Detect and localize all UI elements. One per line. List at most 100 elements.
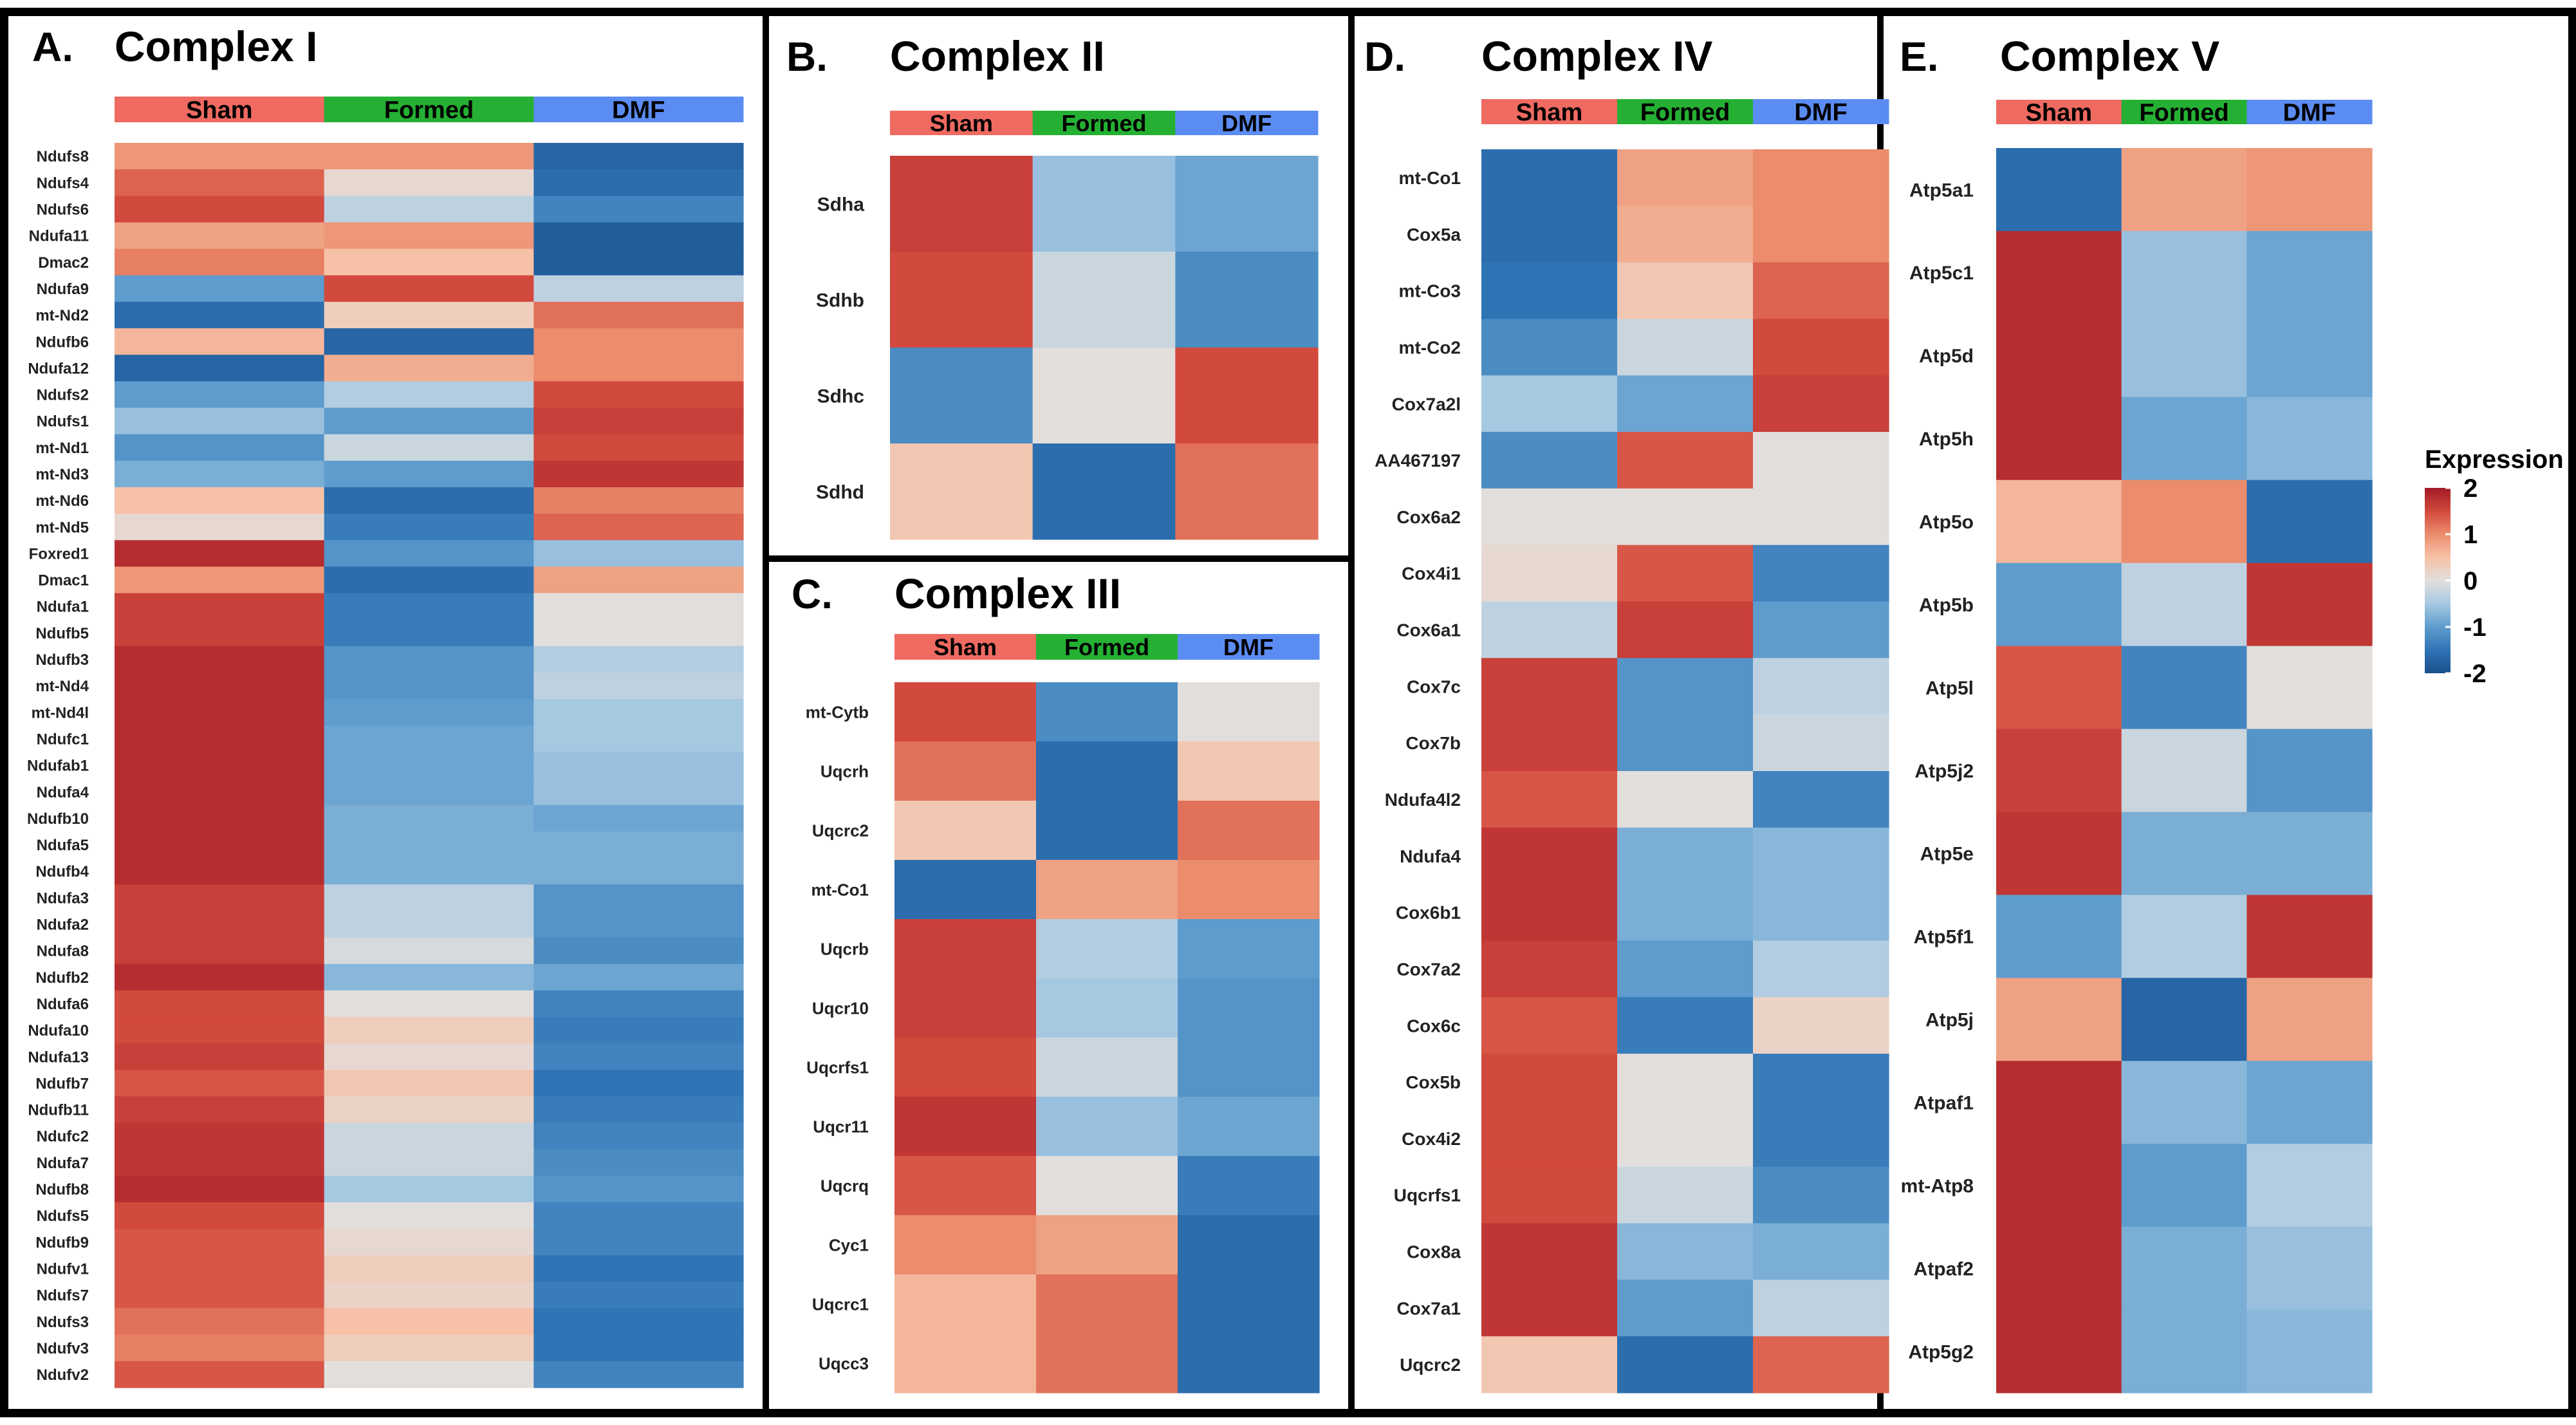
heatmap-cell (1996, 313, 2122, 398)
heatmap-cell (533, 1334, 744, 1362)
heatmap-cell (324, 725, 534, 753)
row-label: Cox6c (1407, 1016, 1461, 1036)
row-label: Cox6b1 (1396, 903, 1461, 923)
heatmap-cell (1036, 1334, 1178, 1393)
heatmap-cell (2121, 978, 2247, 1061)
heatmap-cell (1481, 884, 1618, 942)
heatmap-cell (533, 1070, 744, 1097)
heatmap-cell (2247, 563, 2373, 647)
legend-tick-label: 1 (2463, 521, 2478, 549)
heatmap-cell (1753, 827, 1889, 885)
heatmap-cell (1481, 827, 1618, 885)
heatmap-cell (894, 860, 1037, 920)
heatmap-cell (1032, 443, 1176, 540)
group-header-label: Formed (384, 97, 474, 124)
row-label: Ndufb2 (35, 969, 89, 987)
heatmap-cell (1753, 375, 1889, 433)
row-label: Ndufc2 (37, 1128, 89, 1146)
row-label: Ndufs8 (37, 148, 89, 165)
row-label: Cox7a1 (1396, 1298, 1461, 1318)
heatmap-cell (2247, 812, 2373, 895)
heatmap-cell (1753, 262, 1889, 320)
heatmap-cell (1753, 205, 1889, 263)
group-header-label: DMF (1223, 634, 1274, 660)
row-label: Sdhc (817, 386, 864, 407)
heatmap-cell (1753, 545, 1889, 602)
heatmap-cell (1753, 714, 1889, 772)
heatmap-cell (2121, 1227, 2247, 1310)
row-label: Atp5j (1925, 1010, 1974, 1031)
heatmap-cell (533, 169, 744, 196)
row-label: Sdha (817, 194, 865, 215)
heatmap-cell (894, 1215, 1037, 1275)
group-header-bar (2121, 100, 2247, 124)
group-header-bar (1175, 111, 1319, 135)
heatmap-cell (1175, 252, 1319, 348)
heatmap-cell (2121, 729, 2247, 813)
heatmap-cell (890, 156, 1033, 252)
row-label: Atp5d (1919, 346, 1974, 367)
row-label: AA467197 (1375, 451, 1461, 470)
heatmap-cell (2247, 396, 2373, 481)
heatmap-cell (115, 831, 325, 859)
heatmap-cell (533, 460, 744, 488)
panel-letter: B. (786, 33, 828, 80)
row-label: Atp5a1 (1909, 180, 1974, 201)
heatmap-cell (1753, 601, 1889, 658)
heatmap-cell (1996, 396, 2122, 481)
heatmap-cell (2247, 729, 2373, 813)
heatmap-cell (324, 222, 534, 250)
heatmap-cell (894, 1334, 1037, 1393)
panel-complex-iv: D. Complex IV Sham Formed DMF mt-Co1 Cox5a mt-C… (1364, 32, 1889, 1393)
heatmap-cell (1178, 1097, 1320, 1157)
heatmap-cell (1753, 1166, 1889, 1224)
heatmap-cell (533, 805, 744, 832)
heatmap-cell (1996, 812, 2122, 895)
heatmap-cell (533, 301, 744, 329)
heatmap-cell (1175, 443, 1319, 540)
heatmap-cell (2121, 1061, 2247, 1144)
heatmap-cell (533, 381, 744, 409)
heatmap-cell (1178, 741, 1320, 801)
heatmap-cell (1481, 375, 1618, 433)
heatmap-cell (115, 1122, 325, 1150)
panel-letter: A. (32, 24, 73, 70)
heatmap-cell (2121, 1144, 2247, 1227)
group-header-label: DMF (1221, 110, 1272, 136)
heatmap-cell (894, 1156, 1037, 1216)
heatmap-cell (1481, 488, 1618, 546)
heatmap-cell (533, 1043, 744, 1070)
group-header-bar (1178, 634, 1320, 660)
heatmap-cell (324, 1122, 534, 1150)
group-header-label: Sham (930, 110, 993, 136)
heatmap-cell (324, 143, 534, 170)
row-label: mt-Co2 (1399, 337, 1461, 357)
row-label: Uqcc3 (819, 1354, 869, 1373)
heatmap-cell (533, 593, 744, 620)
row-label: Ndufa2 (37, 917, 89, 934)
heatmap-cell (115, 858, 325, 885)
row-label: Cox4i2 (1402, 1129, 1461, 1149)
row-label: Uqcr10 (812, 998, 869, 1018)
heatmap-cell (115, 1175, 325, 1203)
row-label: Cox7a2 (1396, 959, 1461, 979)
heatmap-cell (115, 487, 325, 514)
row-label: Cox5a (1407, 225, 1461, 245)
row-label: Ndufa4 (1400, 846, 1461, 866)
heatmap-cell (1753, 997, 1889, 1054)
row-label: Atp5e (1920, 844, 1974, 865)
row-label: Atp5c1 (1909, 263, 1974, 284)
row-label: mt-Atp8 (1901, 1175, 1974, 1197)
heatmap-cell (1753, 771, 1889, 828)
heatmap-cell (2121, 563, 2247, 647)
heatmap-cell (324, 884, 534, 911)
heatmap-cell (1996, 729, 2122, 813)
heatmap-cell (115, 1043, 325, 1070)
heatmap-cell (1481, 1336, 1618, 1393)
row-label: Ndufa9 (37, 281, 89, 298)
heatmap-cell (2247, 895, 2373, 978)
heatmap-cell (533, 990, 744, 1018)
legend-tick-label: -1 (2463, 613, 2487, 642)
heatmap-cell (115, 1334, 325, 1362)
heatmap-cell (324, 593, 534, 620)
